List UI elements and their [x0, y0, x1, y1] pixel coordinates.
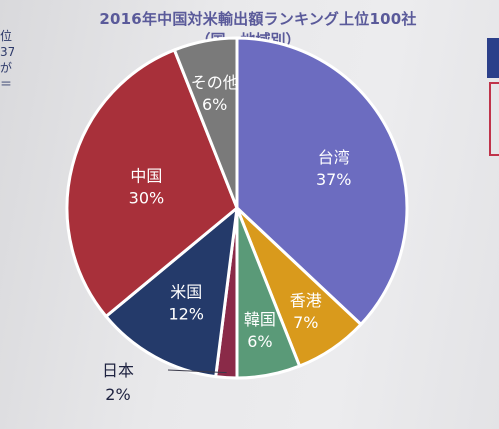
slice-value-label: 12%: [168, 304, 204, 323]
slice-value-label: 6%: [202, 95, 227, 114]
cropped-left-line: 位: [0, 29, 13, 43]
chart-title: 2016年中国対米輸出額ランキング上位100社: [99, 10, 417, 28]
cropped-right-decoration: [485, 38, 499, 298]
cropped-left-line: 37: [0, 45, 14, 59]
pie-slice-0: [235, 36, 409, 326]
slice-name-label: 米国: [170, 282, 202, 301]
pie-slice-4: [104, 206, 239, 379]
slice-name-label: 台湾: [318, 148, 350, 167]
slice-value-label: 37%: [316, 170, 352, 189]
cropped-blue-block: [487, 38, 499, 78]
slice-name-label: その他: [191, 73, 239, 92]
cropped-left-line: ＝: [0, 77, 13, 91]
cropped-left-text: 位 37 が ＝: [0, 28, 14, 92]
pie-labels: 台湾 37% 香港 7% 韓国 6% 日本 2% 米国 12% 中国 30% その他 6%: [102, 73, 352, 404]
pie-slice-6: [172, 36, 239, 210]
pie-slices: [65, 36, 409, 380]
slice-name-label: 日本: [102, 361, 134, 380]
leader-line: [167, 369, 227, 374]
slice-value-label: 2%: [105, 385, 130, 404]
slice-value-label: 6%: [247, 332, 272, 351]
slice-name-label: 香港: [290, 291, 322, 310]
pie-slice-5: [65, 48, 239, 318]
slice-value-label: 30%: [129, 189, 165, 208]
slice-name-label: 中国: [130, 167, 162, 186]
cropped-left-line: が: [0, 61, 13, 75]
cropped-red-frame: [489, 82, 499, 156]
slice-name-label: 韓国: [244, 310, 276, 329]
slice-value-label: 7%: [293, 313, 318, 332]
